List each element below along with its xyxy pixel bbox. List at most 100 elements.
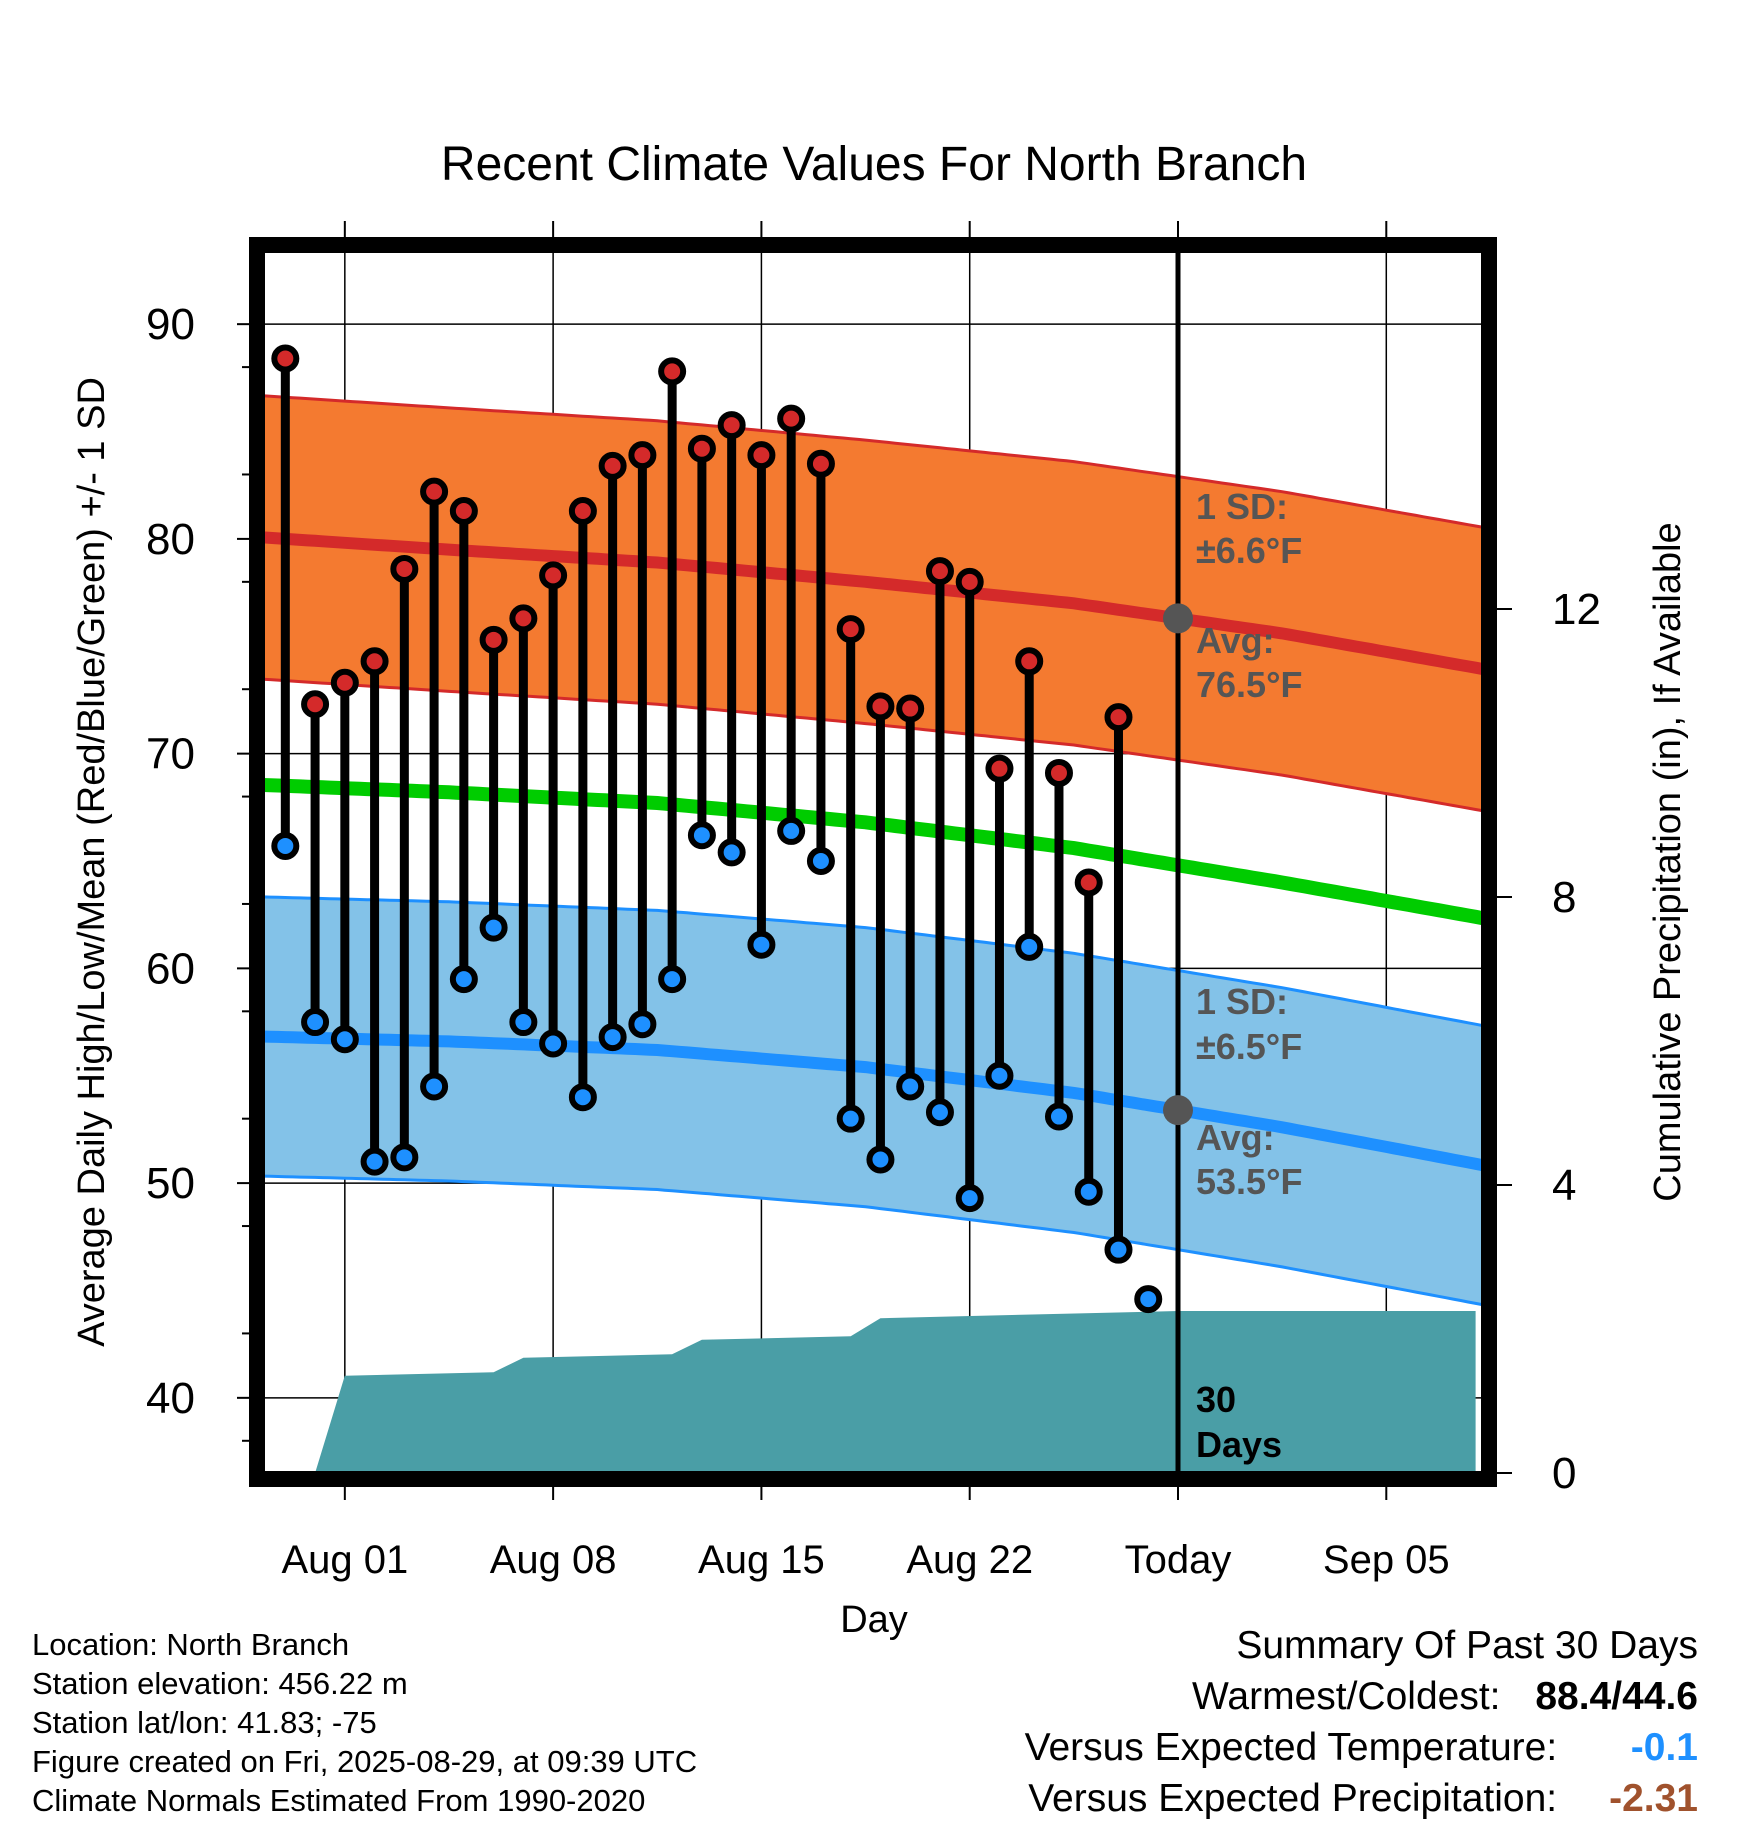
daily-high-dot: [628, 441, 657, 470]
daily-low-dot: [568, 1083, 597, 1112]
summary-panel: Summary Of Past 30 Days Warmest/Coldest:…: [1025, 1620, 1698, 1824]
daily-high-dot: [598, 451, 627, 480]
annotation-low-avg-label: Avg:: [1196, 1117, 1275, 1158]
normal-low-line: [263, 1030, 1483, 1172]
y-tick-label: 40: [146, 1374, 195, 1423]
low-lower-sd-line: [263, 1174, 1483, 1307]
daily-low-dot: [479, 913, 508, 942]
y2-tick-label: 8: [1552, 873, 1576, 922]
daily-high-dot: [330, 668, 359, 697]
high-upper-sd-line: [263, 394, 1483, 529]
annotation-high-avg-label: Avg:: [1196, 620, 1275, 661]
daily-high-dot: [687, 434, 716, 463]
x-axis-label: Day: [840, 1599, 908, 1641]
daily-low-dot: [330, 1025, 359, 1054]
y2-tick-label: 12: [1552, 585, 1601, 634]
daily-low-dot: [955, 1184, 984, 1213]
daily-high-dot: [747, 441, 776, 470]
daily-high-dot: [1074, 868, 1103, 897]
y2-axis-label: Cumulative Precipitation (in), If Availa…: [1647, 522, 1689, 1201]
daily-low-dot: [717, 838, 746, 867]
daily-high-dot: [301, 690, 330, 719]
station-location: Location: North Branch: [32, 1627, 350, 1662]
station-latlon: Station lat/lon: 41.83; -75: [32, 1705, 377, 1740]
climate-normals-period: Climate Normals Estimated From 1990-2020: [32, 1783, 646, 1818]
daily-low-dot: [836, 1104, 865, 1133]
versus-temp-value: -0.1: [1630, 1726, 1698, 1769]
axes: 40 50 60 70 80 90 0 4 8 12 Aug 01 Aug 08 Aug 15 Aug 2…: [146, 221, 1601, 1582]
daily-high-dot: [509, 604, 538, 633]
daily-low-dot: [1044, 1102, 1073, 1131]
daily-low-dot: [1104, 1235, 1133, 1264]
annotation-period-unit: Days: [1196, 1424, 1282, 1465]
y-axis-label: Average Daily High/Low/Mean (Red/Blue/Gr…: [71, 377, 113, 1347]
today-low-normal-marker: [1163, 1095, 1193, 1126]
daily-high-dot: [1015, 647, 1044, 676]
annotation-low-sd-label: 1 SD:: [1196, 981, 1288, 1022]
daily-low-dot: [687, 821, 716, 850]
cumulative-precip-area: [315, 1311, 1476, 1473]
x-tick-label: Today: [1125, 1538, 1232, 1582]
daily-low-dot: [301, 1008, 330, 1037]
x-tick-label: Aug 01: [281, 1538, 408, 1582]
versus-temp-row: Versus Expected Temperature: -0.1: [1025, 1722, 1698, 1773]
annotation-high-sd-label: 1 SD:: [1196, 486, 1288, 527]
daily-low-dot: [985, 1061, 1014, 1090]
y2-tick-label: 0: [1552, 1449, 1576, 1498]
daily-high-dot: [271, 344, 300, 373]
daily-high-dot: [777, 404, 806, 433]
versus-precip-row: Versus Expected Precipitation: -2.31: [1025, 1773, 1698, 1824]
y-tick-label: 60: [146, 944, 195, 993]
daily-high-dot: [836, 615, 865, 644]
daily-low-dot: [806, 847, 835, 875]
station-info: Location: North Branch Station elevation…: [32, 1625, 697, 1820]
y-tick-label: 50: [146, 1159, 195, 1208]
x-tick-label: Sep 05: [1323, 1538, 1450, 1582]
y2-tick-label: 4: [1552, 1161, 1576, 1210]
annotation-low-sd-value: ±6.5°F: [1196, 1026, 1302, 1067]
y-tick-label: 90: [146, 300, 195, 349]
summary-title: Summary Of Past 30 Days: [1236, 1624, 1698, 1667]
today-high-normal-marker: [1163, 603, 1193, 634]
daily-high-dot: [420, 477, 449, 506]
daily-high-dot: [985, 754, 1014, 783]
daily-high-dot: [925, 557, 954, 586]
annotation-period-number: 30: [1196, 1379, 1236, 1420]
daily-low-dot: [896, 1072, 925, 1101]
daily-low-dot: [925, 1098, 954, 1127]
daily-high-dot: [390, 554, 419, 583]
daily-low-dot: [866, 1145, 895, 1174]
figure-created: Figure created on Fri, 2025-08-29, at 09…: [32, 1744, 698, 1779]
daily-high-dot: [1044, 758, 1073, 787]
versus-precip-value: -2.31: [1609, 1777, 1698, 1820]
annotation-high-sd-value: ±6.6°F: [1196, 530, 1302, 571]
daily-low-dot: [777, 816, 806, 845]
station-elevation: Station elevation: 456.22 m: [32, 1666, 408, 1701]
daily-high-dot: [717, 411, 746, 440]
daily-low-dot: [271, 831, 300, 860]
daily-low-dot: [420, 1072, 449, 1101]
daily-high-dot: [360, 647, 389, 676]
daily-high-dot: [479, 625, 508, 654]
high-sd-band: [263, 395, 1483, 811]
y-tick-label: 80: [146, 515, 195, 564]
daily-low-dot: [449, 965, 478, 994]
annotation-low-avg-value: 53.5°F: [1196, 1161, 1302, 1202]
versus-precip-label: Versus Expected Precipitation:: [1028, 1777, 1558, 1820]
warmest-coldest-row: Warmest/Coldest: 88.4/44.6: [1025, 1671, 1698, 1722]
daily-low-dot: [598, 1023, 627, 1052]
x-tick-label: Aug 08: [490, 1538, 617, 1582]
x-tick-label: Aug 15: [698, 1538, 825, 1582]
daily-low-dot: [509, 1008, 538, 1037]
daily-low-dot: [1015, 932, 1044, 961]
daily-high-dot: [539, 561, 568, 590]
y-tick-label: 70: [146, 730, 195, 779]
daily-high-dot: [896, 694, 925, 723]
daily-high-dot: [866, 692, 895, 721]
daily-high-dot: [568, 496, 597, 525]
daily-low-dot: [1134, 1285, 1163, 1314]
daily-low-dot: [628, 1010, 657, 1039]
x-tick-label: Aug 22: [906, 1538, 1033, 1582]
annotation-high-avg-value: 76.5°F: [1196, 664, 1302, 705]
